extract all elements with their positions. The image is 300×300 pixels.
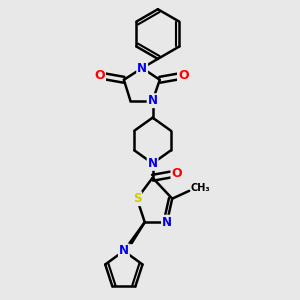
Text: CH₃: CH₃ [190, 183, 210, 193]
Text: O: O [178, 69, 189, 82]
Text: N: N [119, 244, 129, 257]
Text: N: N [148, 94, 158, 107]
Text: N: N [137, 61, 147, 74]
Text: O: O [94, 69, 105, 82]
Text: O: O [172, 167, 182, 180]
Text: N: N [162, 216, 172, 229]
Text: S: S [133, 192, 141, 205]
Text: N: N [148, 157, 158, 170]
